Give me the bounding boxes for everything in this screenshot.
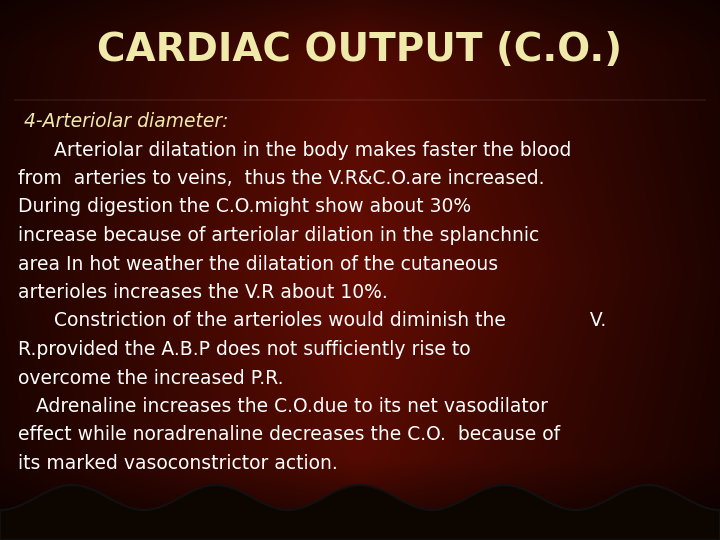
Text: from  arteries to veins,  thus the V.R&C.O.are increased.: from arteries to veins, thus the V.R&C.O…	[18, 169, 544, 188]
Text: arterioles increases the V.R about 10%.: arterioles increases the V.R about 10%.	[18, 283, 388, 302]
Text: increase because of arteriolar dilation in the splanchnic: increase because of arteriolar dilation …	[18, 226, 539, 245]
Text: During digestion the C.O.might show about 30%: During digestion the C.O.might show abou…	[18, 198, 471, 217]
Text: Arteriolar dilatation in the body makes faster the blood: Arteriolar dilatation in the body makes …	[18, 140, 572, 159]
Text: R.provided the A.B.P does not sufficiently rise to: R.provided the A.B.P does not sufficient…	[18, 340, 471, 359]
Text: Constriction of the arterioles would diminish the              V.: Constriction of the arterioles would dim…	[18, 312, 606, 330]
Text: effect while noradrenaline decreases the C.O.  because of: effect while noradrenaline decreases the…	[18, 426, 560, 444]
Text: CARDIAC OUTPUT (C.O.): CARDIAC OUTPUT (C.O.)	[97, 31, 623, 69]
Text: Adrenaline increases the C.O.due to its net vasodilator: Adrenaline increases the C.O.due to its …	[18, 397, 548, 416]
Text: area In hot weather the dilatation of the cutaneous: area In hot weather the dilatation of th…	[18, 254, 498, 273]
Text: overcome the increased P.R.: overcome the increased P.R.	[18, 368, 284, 388]
Text: 4-Arteriolar diameter:: 4-Arteriolar diameter:	[18, 112, 228, 131]
Polygon shape	[0, 485, 720, 540]
Text: its marked vasoconstrictor action.: its marked vasoconstrictor action.	[18, 454, 338, 473]
